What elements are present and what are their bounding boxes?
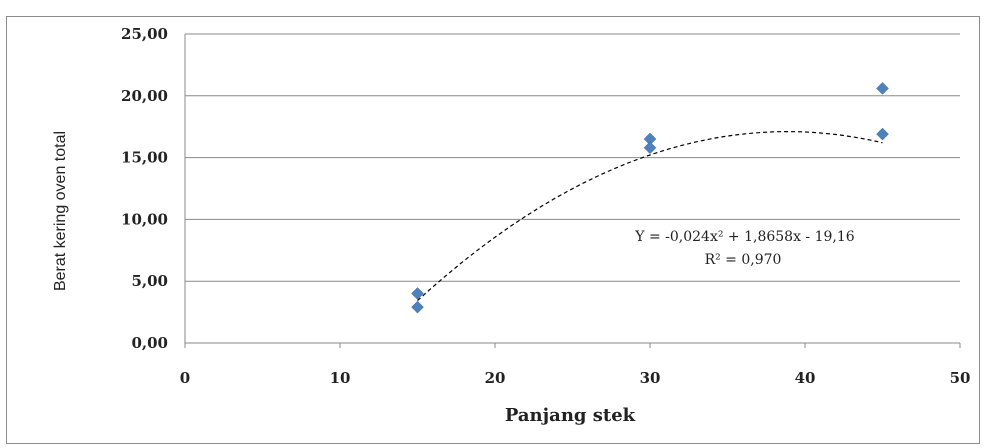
x-axis-label: Panjang stek	[505, 405, 636, 426]
data-point	[876, 127, 889, 141]
y-tick-label: 20,00	[121, 87, 168, 105]
trendline-layer	[417, 131, 883, 302]
trendline-r2: R² = 0,970	[705, 252, 782, 268]
y-tick-label: 25,00	[121, 25, 168, 43]
x-tick-label: 40	[795, 369, 816, 387]
trendline	[417, 131, 883, 302]
grid-lines	[185, 33, 960, 282]
x-tick-label: 0	[180, 369, 190, 387]
y-tick-label: 10,00	[121, 210, 168, 228]
x-tick-label: 10	[330, 369, 351, 387]
y-tick-label: 5,00	[131, 272, 168, 290]
x-tick-label: 50	[950, 369, 971, 387]
data-point	[411, 300, 424, 314]
axes	[184, 34, 961, 348]
x-tick-label: 20	[485, 369, 506, 387]
data-point	[876, 82, 889, 95]
y-tick-labels: 0,00 5,00 10,00 15,00 20,00 25,00	[121, 25, 168, 352]
y-tick-label: 15,00	[121, 149, 168, 167]
data-point	[643, 141, 657, 155]
chart-frame	[6, 16, 980, 444]
y-axis-label: Berat kering oven total	[52, 131, 69, 291]
trendline-equation: Y = -0,024x² + 1,8658x - 19,16	[634, 229, 855, 245]
y-tick-label: 0,00	[131, 334, 168, 352]
data-point	[411, 287, 424, 300]
data-points	[411, 82, 889, 314]
x-tick-label: 30	[640, 369, 661, 387]
x-tick-labels: 0 10 20 30 40 50	[180, 369, 971, 387]
